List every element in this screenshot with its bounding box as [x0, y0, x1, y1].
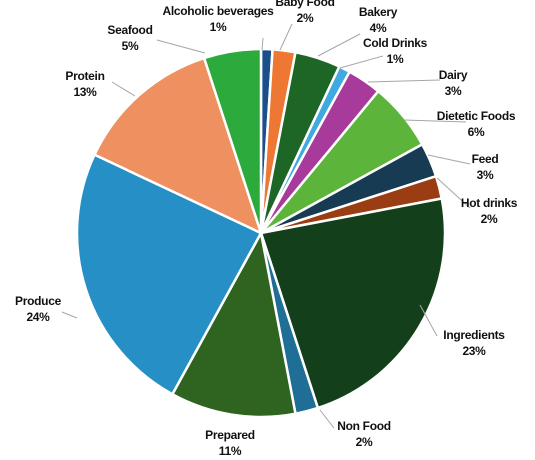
slices-layer [75, 47, 447, 419]
slice-label-prepared: Prepared [205, 428, 255, 442]
slice-percent-dietetic-foods: 6% [468, 125, 485, 139]
slice-label-seafood: Seafood [107, 23, 152, 37]
slice-percent-feed: 3% [477, 168, 494, 182]
slice-label-produce: Produce [15, 294, 62, 308]
slice-percent-produce: 24% [26, 310, 50, 324]
slice-label-non-food: Non Food [337, 419, 391, 433]
pie-slice-ingredients [259, 197, 447, 410]
leader-line-produce [61, 311, 78, 319]
slice-percent-seafood: 5% [122, 39, 139, 53]
slice-percent-ingredients: 23% [462, 344, 486, 358]
leader-lines-layer [61, 23, 471, 429]
slice-percent-prepared: 11% [219, 444, 242, 458]
slice-label-alcoholic-beverages: Alcoholic beverages [162, 4, 274, 18]
slice-label-feed: Feed [472, 152, 499, 166]
slice-percent-alcoholic-beverages: 1% [210, 20, 227, 34]
leader-line-non-food [319, 409, 335, 429]
leader-line-baby-food [279, 23, 293, 51]
leader-line-ingredients [419, 304, 438, 337]
slice-label-dairy: Dairy [439, 68, 468, 82]
slice-label-dietetic-foods: Dietetic Foods [437, 109, 516, 123]
slice-label-ingredients: Ingredients [443, 328, 505, 342]
slice-percent-baby-food: 2% [297, 11, 314, 25]
pie-slice-protein [92, 56, 264, 236]
leader-line-cold-drinks [339, 55, 384, 69]
slice-label-bakery: Bakery [359, 5, 398, 19]
pie-slice-produce [75, 152, 263, 396]
slice-percent-protein: 13% [73, 85, 97, 99]
slice-percent-hot-drinks: 2% [481, 212, 498, 226]
slice-label-protein: Protein [65, 69, 104, 83]
leader-line-seafood [156, 39, 206, 54]
slice-label-cold-drinks: Cold Drinks [363, 36, 428, 50]
leader-line-alcoholic-beverages [261, 37, 264, 51]
leader-line-hot-drinks [436, 177, 471, 209]
leader-line-protein [111, 81, 136, 97]
leader-line-bakery [317, 33, 361, 57]
leader-line-dietetic-foods [403, 119, 467, 123]
slice-percent-bakery: 4% [370, 21, 387, 35]
slice-percent-cold-drinks: 1% [387, 52, 404, 66]
labels-layer: Alcoholic beverages 1% Baby Food 2% Bakery 4%… [15, 0, 518, 458]
slice-label-hot-drinks: Hot drinks [461, 196, 518, 210]
leader-line-feed [427, 154, 471, 165]
slice-percent-non-food: 2% [356, 435, 373, 449]
leader-line-dairy [367, 79, 441, 83]
pie-slice-seafood [202, 47, 263, 234]
slice-percent-dairy: 3% [445, 84, 462, 98]
pie-slice-prepared [170, 229, 297, 419]
slice-label-baby-food: Baby Food [275, 0, 334, 9]
